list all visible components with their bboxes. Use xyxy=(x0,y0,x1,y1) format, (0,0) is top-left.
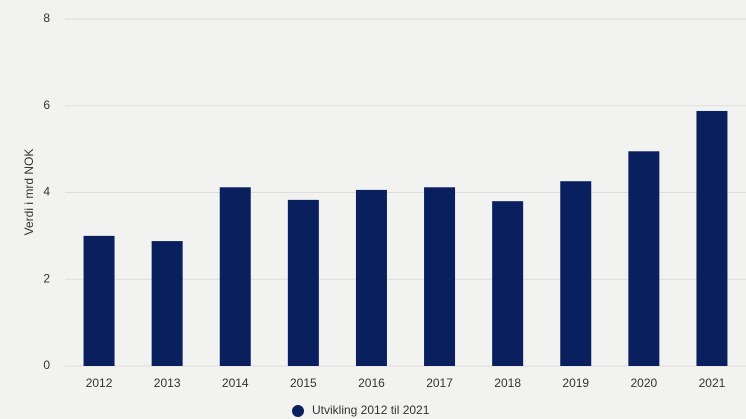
bar xyxy=(560,181,592,366)
bar xyxy=(83,235,115,366)
bar xyxy=(151,241,183,366)
bar xyxy=(355,189,387,366)
bar xyxy=(424,187,456,366)
y-tick-label: 6 xyxy=(43,98,50,112)
x-tick-label: 2012 xyxy=(86,376,113,390)
bar xyxy=(696,110,728,366)
x-tick-label: 2018 xyxy=(494,376,521,390)
legend-label: Utvikling 2012 til 2021 xyxy=(312,403,430,417)
legend-marker xyxy=(292,405,304,417)
x-tick-label: 2015 xyxy=(290,376,317,390)
y-tick-label: 4 xyxy=(43,185,50,199)
y-axis-label: Verdi i mrd NOK xyxy=(22,149,36,236)
bar xyxy=(219,187,251,366)
x-tick-label: 2019 xyxy=(562,376,589,390)
y-tick-label: 0 xyxy=(43,358,50,372)
bar xyxy=(628,151,660,366)
bar xyxy=(492,201,524,366)
x-tick-label: 2013 xyxy=(154,376,181,390)
bar xyxy=(287,199,319,366)
x-tick-label: 2016 xyxy=(358,376,385,390)
y-tick-label: 2 xyxy=(43,271,50,285)
x-tick-label: 2017 xyxy=(426,376,453,390)
x-tick-label: 2020 xyxy=(630,376,657,390)
x-tick-label: 2014 xyxy=(222,376,249,390)
x-tick-label: 2021 xyxy=(699,376,726,390)
y-tick-label: 8 xyxy=(43,11,50,25)
